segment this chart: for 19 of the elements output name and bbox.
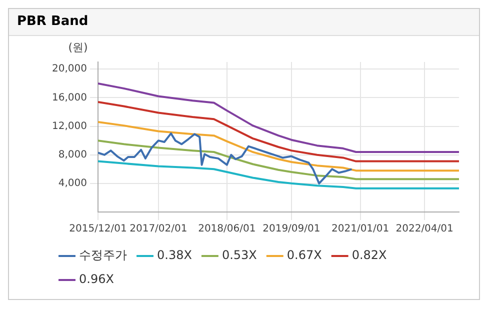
legend-label: 0.82X bbox=[352, 248, 387, 262]
x-tick-label: 2017/02/01 bbox=[130, 224, 188, 235]
x-tick-label: 2022/04/01 bbox=[396, 224, 454, 235]
x-tick-label: 2015/12/01 bbox=[69, 224, 127, 235]
legend-label: 수정주가 bbox=[79, 248, 127, 262]
y-tick-label: 16,000 bbox=[52, 92, 87, 104]
legend-label: 0.67X bbox=[286, 248, 322, 262]
x-tick-label: 2021/01/01 bbox=[331, 224, 390, 235]
x-tick-label: 2019/09/01 bbox=[262, 224, 320, 235]
legend-label: 0.53X bbox=[222, 248, 257, 262]
y-tick-label: 12,000 bbox=[52, 120, 87, 132]
y-tick-label: 8,000 bbox=[58, 149, 87, 160]
y-tick-label: 20,000 bbox=[52, 64, 87, 75]
chart-title: PBR Band bbox=[9, 9, 479, 36]
legend-label: 0.96X bbox=[79, 272, 114, 286]
legend-label: 0.38X bbox=[157, 248, 192, 262]
y-tick-label: 4,000 bbox=[58, 178, 87, 190]
y-axis-title: (원) bbox=[68, 40, 88, 54]
x-tick-label: 2018/06/01 bbox=[198, 224, 256, 235]
